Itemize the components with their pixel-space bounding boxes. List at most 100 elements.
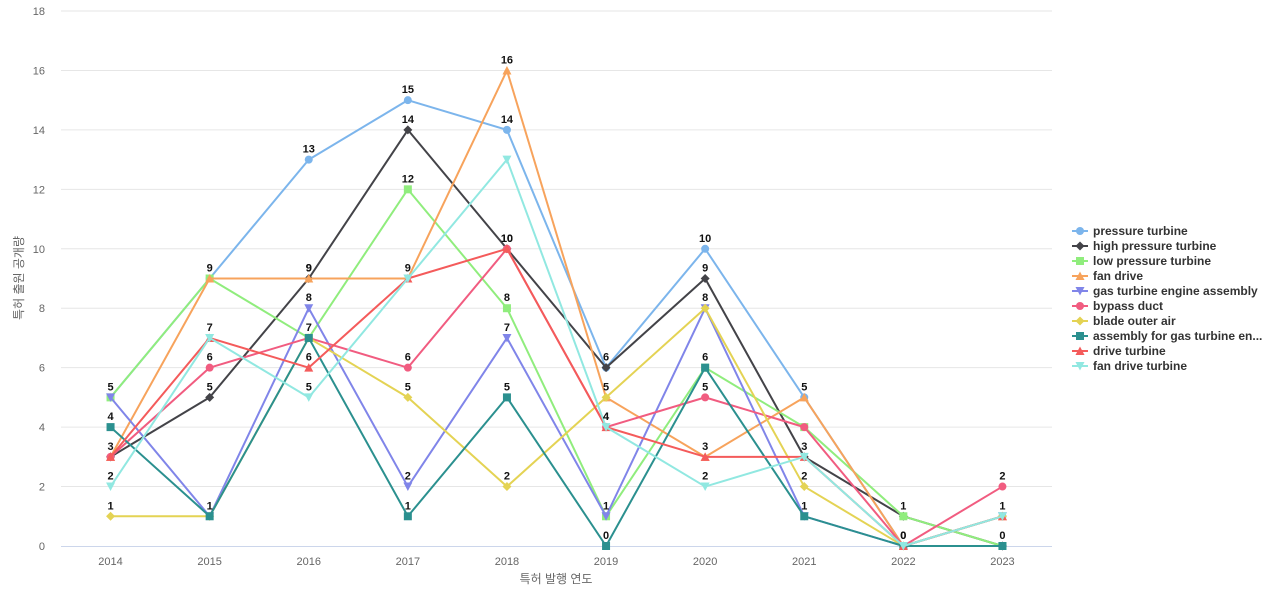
legend-label: bypass duct [1093,299,1163,313]
data-label: 9 [702,263,708,275]
data-label: 10 [501,233,513,245]
legend-label: drive turbine [1093,344,1166,358]
data-point [304,274,314,283]
data-point [106,511,116,521]
data-label: 7 [504,322,510,334]
series-9 [106,155,1007,551]
data-point [205,274,215,283]
data-label: 12 [402,173,414,185]
legend-label: assembly for gas turbine en... [1093,329,1262,343]
data-point [106,393,116,402]
data-point [304,333,313,342]
data-point [502,125,511,134]
y-tick-label: 6 [39,363,45,375]
data-point [602,542,611,550]
series-lines [106,65,1007,551]
data-point [601,363,611,373]
data-label: 14 [402,114,415,126]
x-tick-label: 2023 [990,556,1014,568]
data-label: 4 [603,411,610,423]
data-label: 4 [107,411,114,423]
data-label: 4 [603,411,610,423]
data-point [205,512,214,521]
y-tick-label: 12 [33,184,45,196]
data-label: 6 [207,352,213,364]
legend-label: fan drive [1093,269,1143,283]
data-point [403,185,412,194]
data-point [502,393,511,402]
data-label: 5 [306,381,312,393]
legend-marker [1076,257,1084,265]
series-line [109,69,1003,547]
data-label: 6 [702,352,708,364]
data-point [799,392,809,402]
data-point [403,512,412,521]
legend-item[interactable]: blade outer air [1072,314,1176,328]
legend-label: high pressure turbine [1093,239,1217,253]
data-label: 2 [702,471,708,483]
legend-marker [1075,346,1085,355]
legend-item[interactable]: high pressure turbine [1072,239,1217,253]
legend-marker [1076,227,1084,235]
data-point [304,393,314,402]
legend-marker [1076,302,1084,310]
data-point [997,512,1007,521]
series-line [109,99,1003,547]
data-label: 1 [207,500,213,512]
x-tick-label: 2014 [98,556,122,568]
legend-item[interactable]: low pressure turbine [1072,254,1211,268]
data-point [998,542,1007,550]
data-point [403,125,413,135]
data-point [898,542,908,551]
data-label: 5 [603,381,609,393]
y-tick-label: 14 [33,125,45,137]
legend-item[interactable]: gas turbine engine assembly [1072,284,1258,298]
data-label: 2 [999,471,1005,483]
y-axis-title: 특허 출원 공개량 [12,236,26,320]
legend-label: pressure turbine [1093,224,1188,238]
legend-item[interactable]: drive turbine [1072,344,1166,358]
data-point [403,482,413,492]
data-label: 10 [501,233,513,245]
data-label: 1 [801,500,807,512]
legend-item[interactable]: bypass duct [1072,299,1163,313]
data-point [998,482,1007,491]
data-point [502,244,512,253]
x-tick-label: 2018 [495,556,519,568]
x-tick-label: 2015 [197,556,221,568]
data-point [502,155,512,165]
legend-marker [1075,241,1085,251]
data-label: 1 [603,500,609,512]
legend-item[interactable]: fan drive [1072,269,1143,283]
data-point [799,482,809,492]
legend-item[interactable]: pressure turbine [1072,224,1188,238]
series-0 [106,96,1007,550]
series-8 [106,244,1007,550]
data-label: 2 [801,471,807,483]
data-point [700,303,710,313]
x-tick-label: 2016 [297,556,321,568]
data-label: 7 [306,322,312,334]
data-point [502,65,512,75]
data-label: 3 [702,441,708,453]
data-label: 2 [107,471,113,483]
data-label: 0 [900,530,906,542]
data-point [403,274,413,283]
data-label: 5 [207,381,213,393]
data-label: 3 [107,441,113,453]
data-point [800,423,809,432]
data-point [701,363,710,372]
data-label: 15 [402,84,414,96]
data-label: 1 [107,500,113,512]
legend-item[interactable]: assembly for gas turbine en... [1072,329,1262,343]
legend-label: gas turbine engine assembly [1093,284,1258,298]
data-point [403,363,412,372]
legend-item[interactable]: fan drive turbine [1072,359,1187,373]
data-point [106,452,116,461]
data-point [502,304,511,313]
data-label: 6 [405,352,411,364]
data-point [304,155,313,164]
data-point [106,482,116,492]
